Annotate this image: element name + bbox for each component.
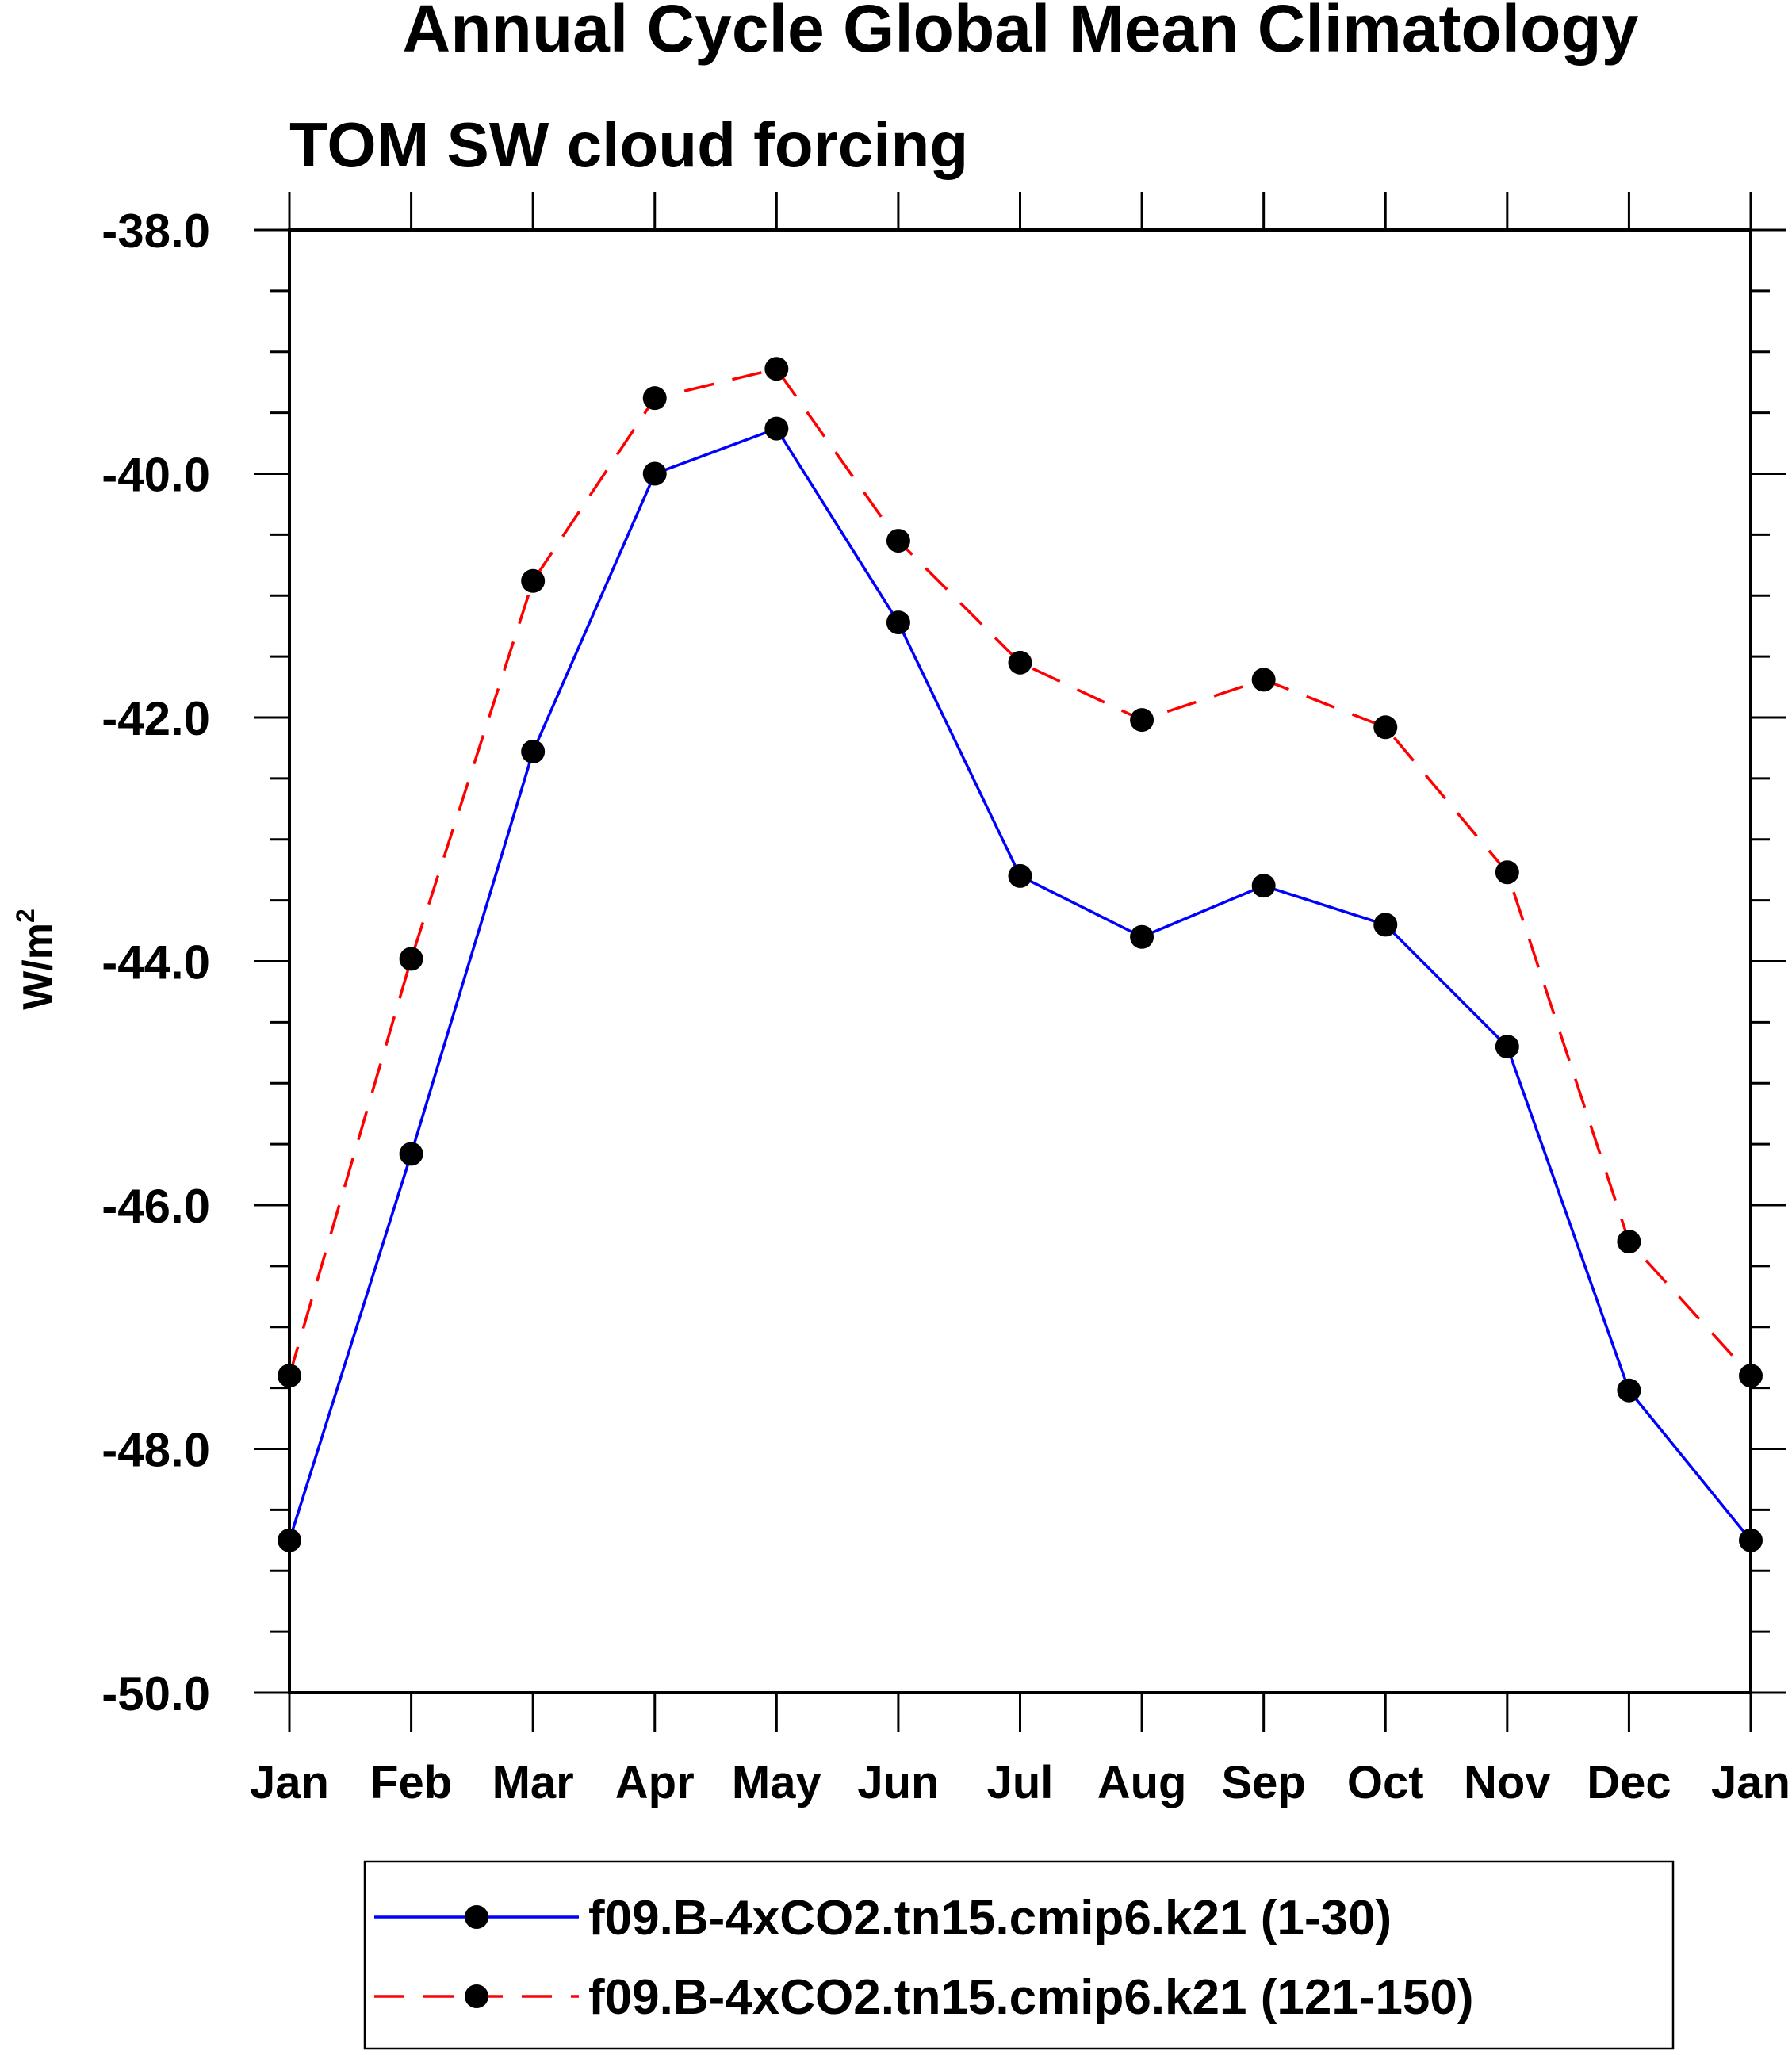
chart-title: Annual Cycle Global Mean Climatology [403,0,1639,66]
data-point-series-1 [642,461,667,486]
x-tick-label: Aug [1097,1757,1187,1808]
x-tick-label: Feb [370,1757,452,1808]
legend-box [363,1860,1675,2050]
x-tick-label: Apr [615,1757,695,1808]
y-axis-label-superscript: 2 [11,909,40,923]
data-point-series-1 [1130,924,1154,949]
data-point-series-2 [1617,1230,1641,1254]
x-tick-label: Jan [1711,1757,1790,1808]
x-tick-label: Sep [1221,1757,1305,1808]
legend-label-series-2: f09.B-4xCO2.tn15.cmip6.k21 (121-150) [588,1970,1474,2025]
data-point-series-1 [1495,1035,1519,1059]
x-tick-label: Jul [987,1757,1054,1808]
x-tick-label: Nov [1464,1757,1551,1808]
axes-layer: -38.0 -40.0 -42.0 -44.0 -46.0 -48.0 -50.0 Jan Fe… [101,192,1790,1808]
data-point-series-2 [1251,668,1276,692]
data-point-series-1 [764,416,789,441]
data-point-series-2 [1495,860,1519,885]
y-tick-label: -42.0 [101,692,210,745]
data-point-series-2 [1008,650,1032,675]
data-point-series-2 [642,386,667,411]
series-line-1 [288,427,1752,1541]
data-point-series-2 [764,357,789,381]
x-tick-label: Jun [857,1757,939,1808]
x-tick-label: Oct [1347,1757,1424,1808]
data-point-series-1 [521,740,546,764]
plot-frame [288,228,1752,1694]
data-point-series-1 [886,610,910,635]
legend: f09.B-4xCO2.tn15.cmip6.k21 (1-30) f09.B-4… [374,1891,1474,2025]
data-point-series-2 [399,947,423,971]
y-tick-label: -48.0 [101,1424,210,1477]
chart-subtitle: TOM SW cloud forcing [289,109,968,180]
data-point-series-1 [399,1142,423,1166]
legend-label-series-1: f09.B-4xCO2.tn15.cmip6.k21 (1-30) [588,1891,1392,1946]
y-tick-label: -44.0 [101,936,210,989]
svg-text:W/m2: W/m2 [11,909,61,1010]
y-tick-label: -40.0 [101,449,210,502]
data-point-series-1 [1251,874,1276,898]
y-axis-title: W/m2 [11,909,61,1010]
y-tick-label: -46.0 [101,1180,210,1233]
data-point-series-1 [1617,1378,1641,1403]
x-tick-label: May [732,1757,821,1808]
data-point-series-1 [1008,863,1032,888]
y-tick-label: -50.0 [101,1667,210,1720]
data-point-series-2 [1373,715,1398,740]
legend-marker-series-1 [465,1905,488,1929]
x-tick-label: Jan [250,1757,329,1808]
legend-marker-series-2 [465,1984,488,2008]
data-point-series-1 [1373,913,1398,937]
data-point-series-2 [521,568,546,593]
data-point-series-2 [886,529,910,553]
x-tick-label: Mar [492,1757,574,1808]
series-layer [278,357,1763,1552]
y-tick-label: -38.0 [101,205,210,258]
x-tick-label: Dec [1587,1757,1671,1808]
data-point-series-2 [1130,708,1154,733]
y-axis-label: W/m [15,923,61,1010]
